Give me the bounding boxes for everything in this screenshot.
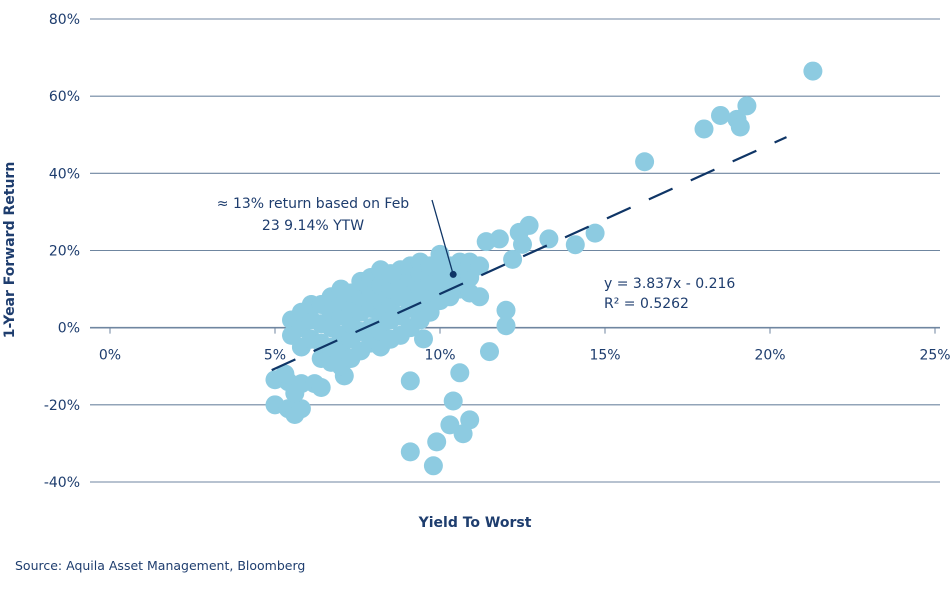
y-tick-label: 40%: [49, 166, 80, 182]
data-point: [711, 105, 730, 125]
data-point: [400, 442, 420, 462]
trend-line: [271, 136, 787, 372]
y-tick-label: 20%: [49, 244, 80, 260]
annotation-pointer: [431, 199, 454, 275]
data-point: [470, 287, 490, 307]
y-axis-title: 1-Year Forward Return: [2, 162, 18, 339]
data-point: [737, 96, 757, 116]
annotation-dot: [449, 270, 457, 278]
data-point: [291, 399, 311, 419]
data-point: [443, 391, 463, 411]
data-point: [803, 61, 823, 81]
data-point: [730, 117, 750, 137]
data-point: [427, 432, 447, 452]
annotation-text-line2: 23 9.14% YTW: [262, 218, 364, 234]
data-point: [496, 300, 516, 320]
data-point: [503, 249, 523, 269]
data-point: [400, 371, 420, 391]
data-point: [291, 374, 311, 394]
data-point: [476, 232, 496, 252]
x-tick-label: 20%: [754, 348, 785, 364]
y-tick-label: -20%: [44, 398, 80, 414]
data-point: [635, 152, 655, 172]
y-tick-label: 80%: [49, 12, 80, 28]
r-squared: R² = 0.5262: [604, 296, 689, 312]
data-point: [450, 363, 470, 383]
data-point: [275, 364, 295, 384]
data-point: [440, 415, 460, 435]
data-point: [565, 235, 585, 255]
y-tick-label: 60%: [49, 89, 80, 105]
data-point: [414, 329, 433, 349]
data-point: [539, 229, 559, 249]
annotation-text-line1: ≈ 13% return based on Feb: [217, 196, 410, 212]
x-tick-label: 0%: [99, 348, 121, 364]
x-axis-title: Yield To Worst: [418, 515, 532, 531]
x-tick-label: 10%: [424, 348, 455, 364]
data-point: [480, 342, 499, 362]
x-axis-ticks: 0% 5% 10% 15% 20% 25%: [99, 327, 950, 364]
data-point: [496, 316, 516, 336]
x-tick-label: 15%: [589, 348, 620, 364]
x-tick-label: 5%: [264, 348, 286, 364]
data-points: [265, 61, 823, 476]
y-tick-label: 0%: [58, 321, 80, 337]
data-point: [585, 223, 605, 243]
data-point: [423, 456, 443, 476]
y-axis-ticks: 80% 60% 40% 20% 0% -20% -40%: [44, 12, 80, 491]
data-point: [470, 256, 490, 276]
x-tick-label: 25%: [919, 348, 950, 364]
source-note: Source: Aquila Asset Management, Bloombe…: [15, 558, 305, 573]
data-point: [311, 377, 331, 397]
regression-equation: y = 3.837x - 0.216: [604, 276, 735, 292]
y-tick-label: -40%: [44, 475, 80, 491]
data-point: [694, 119, 714, 139]
data-point: [513, 234, 532, 254]
